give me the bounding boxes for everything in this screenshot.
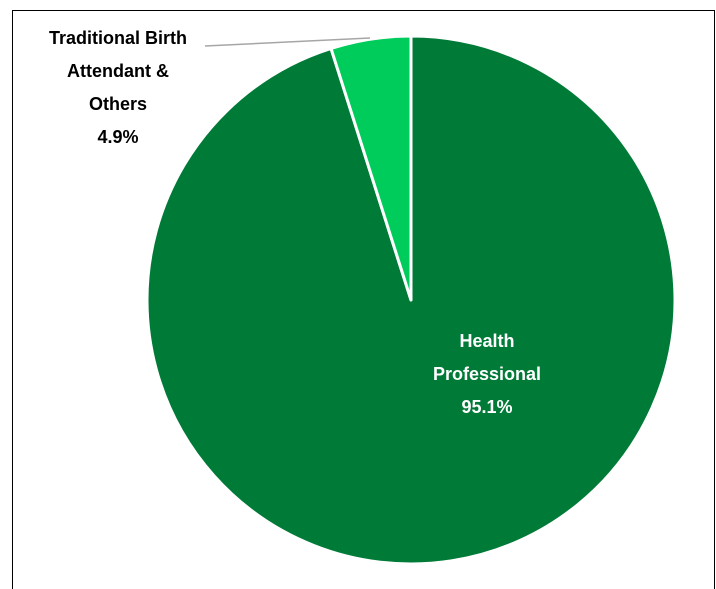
chart-border <box>12 10 715 589</box>
value-label: 4.9% <box>97 127 139 147</box>
slice-label: Health Professional 95.1% <box>367 325 607 424</box>
pie-slice <box>329 34 413 302</box>
leader-line <box>204 37 371 47</box>
value-label: 95.1% <box>461 397 513 417</box>
category-label: Traditional Birth Attendant & Others <box>48 28 187 114</box>
category-label: Health Professional <box>432 331 542 384</box>
slice-label: Traditional Birth Attendant & Others 4.9% <box>0 22 238 154</box>
